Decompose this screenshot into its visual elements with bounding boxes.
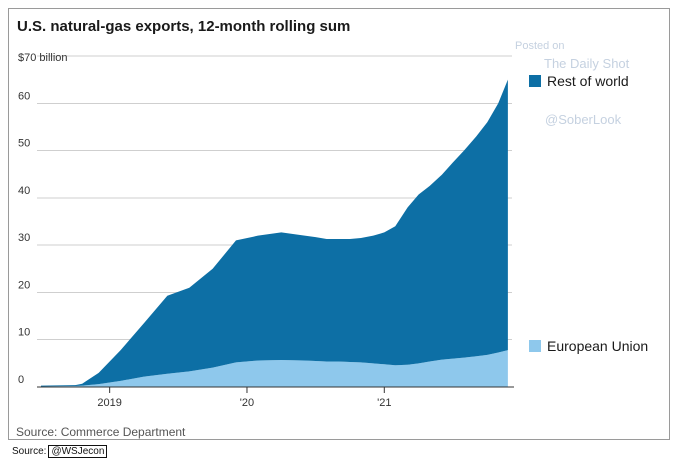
x-tick-label-2019: 2019 bbox=[97, 397, 121, 409]
y-tick-label-0: 0 bbox=[18, 374, 24, 386]
legend-label-rest-of-world: Rest of world bbox=[547, 73, 629, 89]
legend-swatch-rest-of-world bbox=[529, 75, 541, 87]
y-tick-label-10: 10 bbox=[18, 327, 30, 339]
x-tick-label-2020: '20 bbox=[240, 397, 254, 409]
footer-source-prefix: Source: bbox=[12, 446, 47, 457]
area-series bbox=[41, 79, 508, 387]
y-tick-label-60: 60 bbox=[18, 90, 30, 102]
chart-frame: U.S. natural-gas exports, 12-month rolli… bbox=[8, 8, 670, 440]
watermark-handle: @SoberLook bbox=[545, 112, 622, 127]
footer-source: Source: @WSJecon bbox=[12, 445, 108, 458]
y-tick-label-30: 30 bbox=[18, 232, 30, 244]
chart-source: Source: Commerce Department bbox=[16, 425, 186, 439]
area-rest-of-world bbox=[41, 79, 508, 387]
y-axis-top-label: $70 billion bbox=[18, 52, 68, 64]
area-european-union bbox=[41, 350, 508, 387]
y-tick-label-40: 40 bbox=[18, 185, 30, 197]
axes: 0 10 20 30 40 50 60 2019 '20 '21 bbox=[18, 90, 514, 409]
footer-source-handle[interactable]: @WSJecon bbox=[48, 445, 108, 458]
legend: Rest of world European Union bbox=[529, 73, 648, 354]
y-tick-label-50: 50 bbox=[18, 138, 30, 150]
chart-title: U.S. natural-gas exports, 12-month rolli… bbox=[17, 18, 350, 35]
legend-label-european-union: European Union bbox=[547, 338, 648, 354]
legend-swatch-european-union bbox=[529, 340, 541, 352]
watermark: Posted on The Daily Shot @SoberLook bbox=[515, 40, 630, 127]
x-tick-label-2021: '21 bbox=[377, 397, 391, 409]
watermark-name: The Daily Shot bbox=[544, 56, 630, 71]
chart: U.S. natural-gas exports, 12-month rolli… bbox=[16, 18, 648, 439]
watermark-posted-on: Posted on bbox=[515, 40, 565, 52]
y-tick-label-20: 20 bbox=[18, 279, 30, 291]
